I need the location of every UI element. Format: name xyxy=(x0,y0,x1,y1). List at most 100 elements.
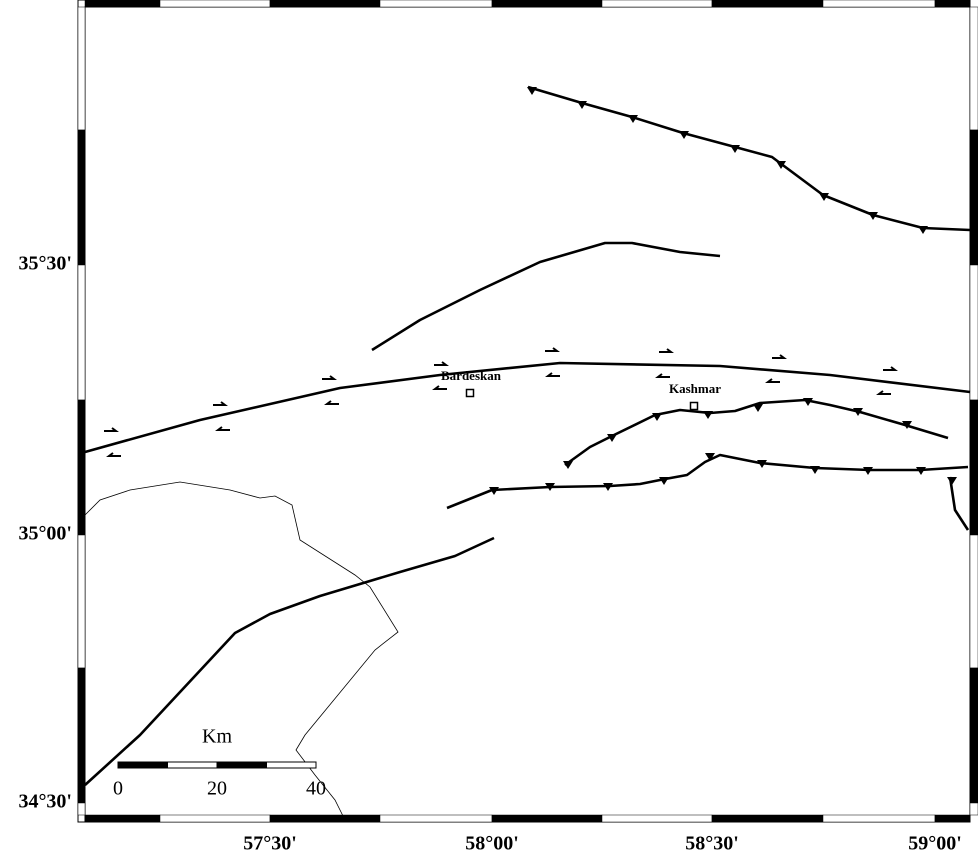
thrust-tooth xyxy=(853,408,863,416)
thrust-tooth xyxy=(628,115,638,123)
thrust-tooth xyxy=(607,434,617,442)
scale-segment xyxy=(216,761,267,769)
town-marker xyxy=(465,388,475,398)
scale-unit: Km xyxy=(202,726,232,748)
longitude-label: 57°30' xyxy=(243,833,297,855)
latitude-label: 34°30' xyxy=(18,791,72,813)
fault xyxy=(948,476,970,531)
place-label: Kashmar xyxy=(669,381,721,396)
thrust-tooth xyxy=(603,483,613,491)
frame-tick xyxy=(934,814,971,823)
thrust-tooth xyxy=(545,483,555,491)
frame-tick xyxy=(77,802,86,816)
frame-tick xyxy=(969,129,978,266)
latitude-label: 35°00' xyxy=(18,523,72,545)
thrust-tooth xyxy=(659,477,669,485)
frame-tick xyxy=(491,814,603,823)
latitude-label: 35°30' xyxy=(18,253,72,275)
frame-tick xyxy=(969,264,978,401)
frame-tick xyxy=(969,6,978,131)
frame-ticks xyxy=(77,0,978,823)
frame-tick xyxy=(969,802,978,816)
frame-tick xyxy=(77,534,86,669)
frame-tick xyxy=(379,0,493,8)
slip-arrow xyxy=(322,375,337,380)
slip-arrow xyxy=(883,366,898,371)
frame-tick xyxy=(379,814,493,823)
map-frame xyxy=(77,0,971,823)
scale-label: 20 xyxy=(207,778,227,800)
thrust-tooth xyxy=(868,212,878,220)
thrust-tooth xyxy=(705,453,715,461)
fault xyxy=(84,536,495,786)
thrust-tooth xyxy=(563,461,573,469)
scale-label: 0 xyxy=(113,778,123,800)
thrust-tooth xyxy=(679,131,689,139)
slip-arrow xyxy=(876,390,891,395)
frame-tick xyxy=(969,399,978,536)
slip-arrow xyxy=(324,400,339,405)
slip-arrow xyxy=(765,378,780,383)
thrust-fault xyxy=(527,85,971,232)
fault-symbols xyxy=(104,87,957,495)
thrust-tooth xyxy=(776,161,786,169)
frame-tick xyxy=(934,0,971,8)
thrust-tooth xyxy=(918,226,928,234)
scale-segment xyxy=(266,761,317,769)
scale-label: 40 xyxy=(306,778,326,800)
frame-tick xyxy=(711,814,824,823)
scale-segment xyxy=(167,761,218,769)
scale-bar: Km 0 20 40 xyxy=(113,726,326,800)
thrust-tooth xyxy=(753,404,763,412)
frame-tick xyxy=(84,0,161,8)
thrust-tooth xyxy=(803,398,813,406)
slip-arrow xyxy=(434,361,449,366)
thrust-tooth xyxy=(527,87,537,95)
fault xyxy=(371,241,721,352)
frame-tick xyxy=(159,814,271,823)
longitude-label: 58°30' xyxy=(685,833,739,855)
longitude-label: 59°00' xyxy=(908,833,962,855)
slip-arrow xyxy=(659,348,674,353)
frame-tick xyxy=(822,0,936,8)
frame-tick xyxy=(77,6,86,131)
frame-tick xyxy=(77,399,86,536)
place-label: Bardeskan xyxy=(441,368,502,383)
frame-tick xyxy=(269,814,381,823)
slip-arrow xyxy=(215,426,230,431)
frame-tick xyxy=(969,534,978,669)
thrust-fault xyxy=(446,453,969,510)
frame-tick xyxy=(269,0,381,8)
thrust-tooth xyxy=(652,413,662,421)
strike-slip-fault xyxy=(84,361,971,454)
frame-tick xyxy=(601,814,713,823)
slip-arrow xyxy=(545,347,560,352)
frame-tick xyxy=(822,814,936,823)
slip-arrow xyxy=(772,354,787,359)
thrust-tooth xyxy=(819,193,829,201)
slip-arrow xyxy=(545,372,560,377)
frame-tick xyxy=(491,0,603,8)
thrust-tooth xyxy=(810,466,820,474)
thrust-tooth xyxy=(703,411,713,419)
frame-tick xyxy=(77,667,86,804)
frame-tick xyxy=(601,0,713,8)
thrust-tooth xyxy=(730,145,740,153)
frame-tick xyxy=(77,129,86,266)
slip-arrow xyxy=(655,373,670,378)
slip-arrow xyxy=(213,401,228,406)
province-border xyxy=(84,481,399,821)
thrust-tooth xyxy=(757,460,767,468)
thrust-tooth xyxy=(947,477,957,485)
slip-arrow xyxy=(432,385,447,390)
frame-tick xyxy=(84,814,161,823)
frame-tick xyxy=(969,667,978,804)
thrust-tooth xyxy=(577,101,587,109)
slip-arrow xyxy=(106,452,121,457)
town-marker xyxy=(689,401,699,411)
frame-tick xyxy=(711,0,824,8)
longitude-label: 58°00' xyxy=(465,833,519,855)
thrust-tooth xyxy=(489,487,499,495)
scale-segment xyxy=(117,761,168,769)
frame-tick xyxy=(159,0,271,8)
